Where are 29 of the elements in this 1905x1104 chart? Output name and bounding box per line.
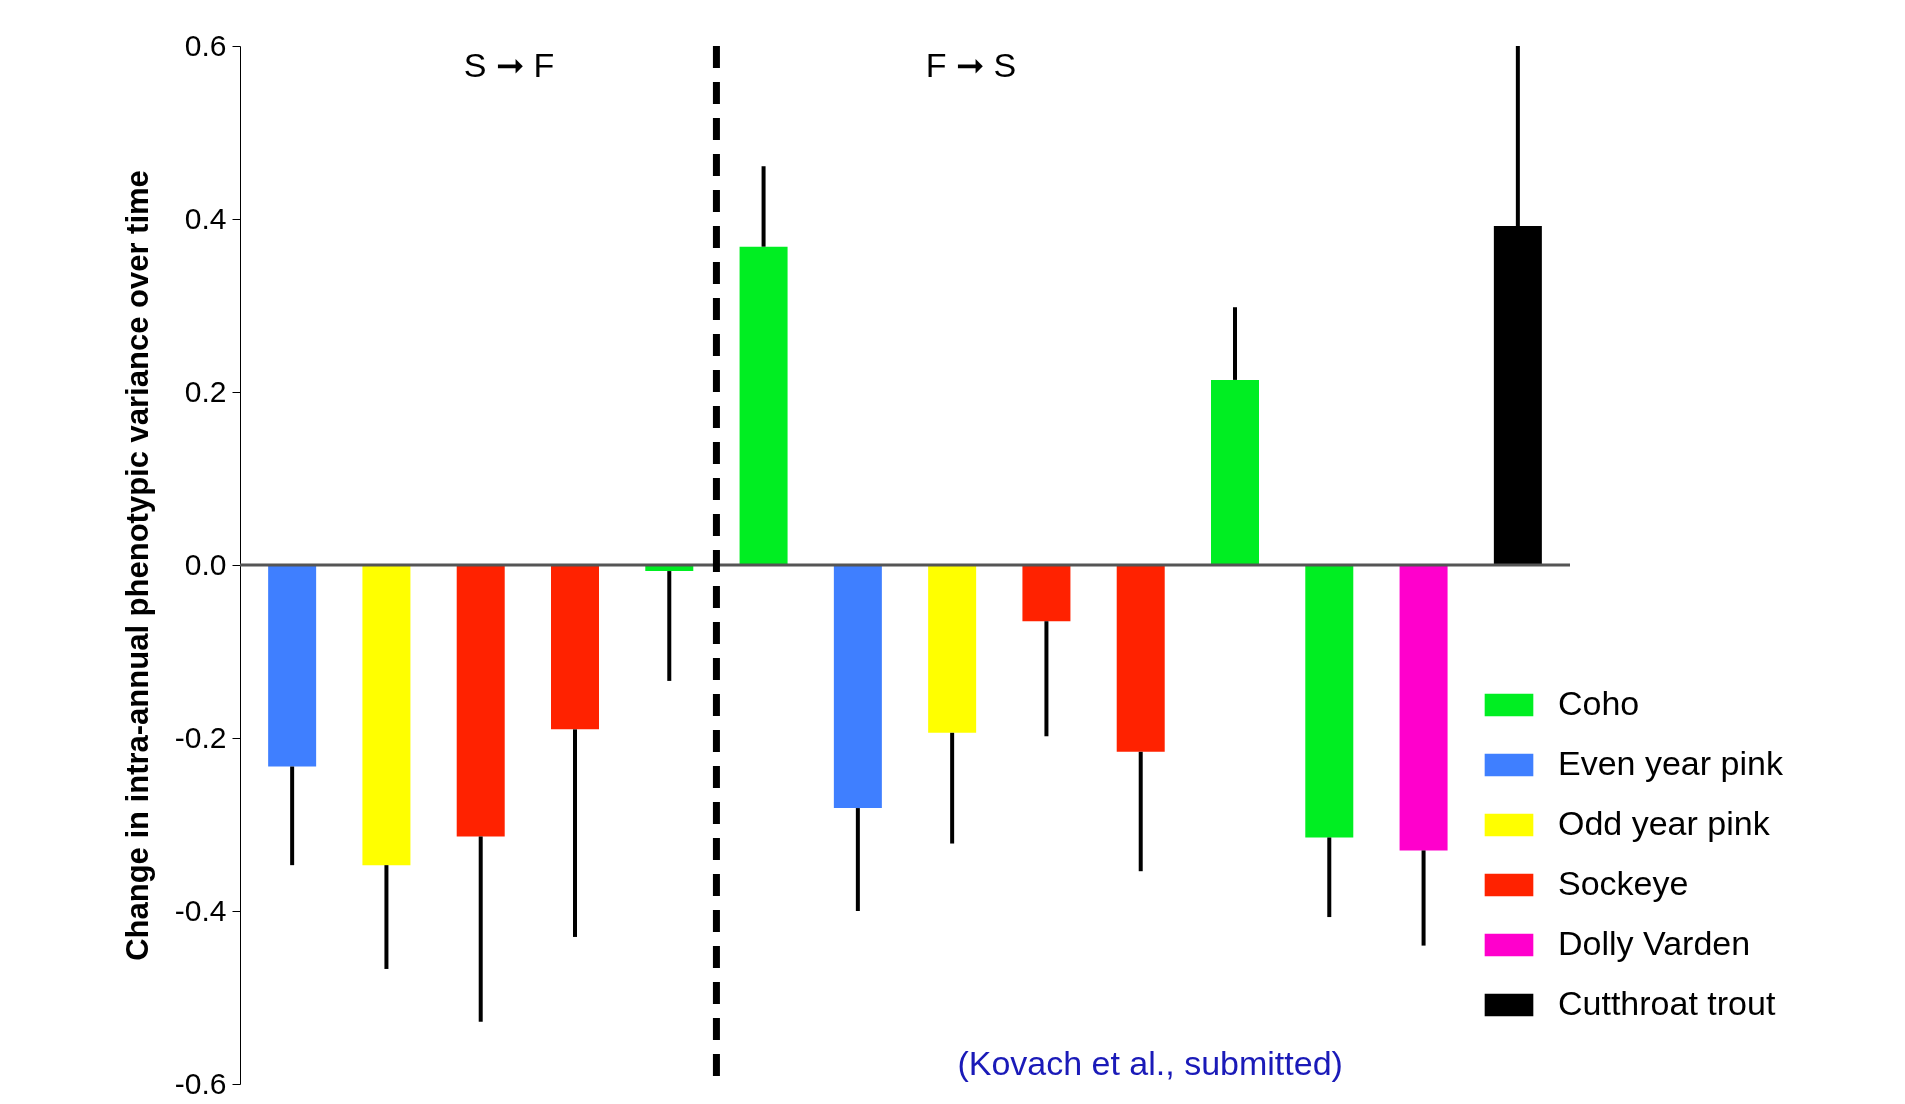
bar: [928, 565, 977, 733]
bar: [1116, 565, 1165, 752]
bar: [551, 565, 599, 730]
y-axis-title: Change in intra-annual phenotypic variance over time: [119, 170, 155, 961]
legend-label: Odd year pink: [1558, 804, 1771, 842]
y-tick-label: 0.4: [184, 201, 227, 235]
bar: [268, 565, 317, 767]
legend-label: Even year pink: [1558, 744, 1784, 782]
annotation: F ➞ S: [925, 46, 1017, 84]
bar: [456, 565, 505, 837]
annotation: (Kovach et al., submitted): [957, 1044, 1343, 1082]
y-tick-label: -0.6: [174, 1066, 227, 1100]
bar: [1211, 379, 1259, 565]
y-tick-label: -0.4: [174, 893, 227, 927]
bar: [833, 565, 882, 809]
y-tick-label: 0.2: [184, 374, 227, 408]
bar: [1399, 565, 1448, 851]
bar: [1022, 565, 1071, 622]
bar: [1305, 565, 1354, 838]
bar: [362, 565, 411, 866]
legend-label: Dolly Varden: [1558, 924, 1751, 962]
legend-label: Coho: [1558, 684, 1640, 722]
legend-label: Cutthroat trout: [1558, 984, 1776, 1022]
bar: [739, 246, 788, 565]
y-tick-label: 0.6: [184, 28, 227, 62]
y-tick-label: 0.0: [184, 547, 227, 581]
annotation: S ➞ F: [463, 46, 555, 84]
legend-label: Sockeye: [1558, 864, 1689, 902]
y-tick-label: -0.2: [174, 720, 227, 754]
